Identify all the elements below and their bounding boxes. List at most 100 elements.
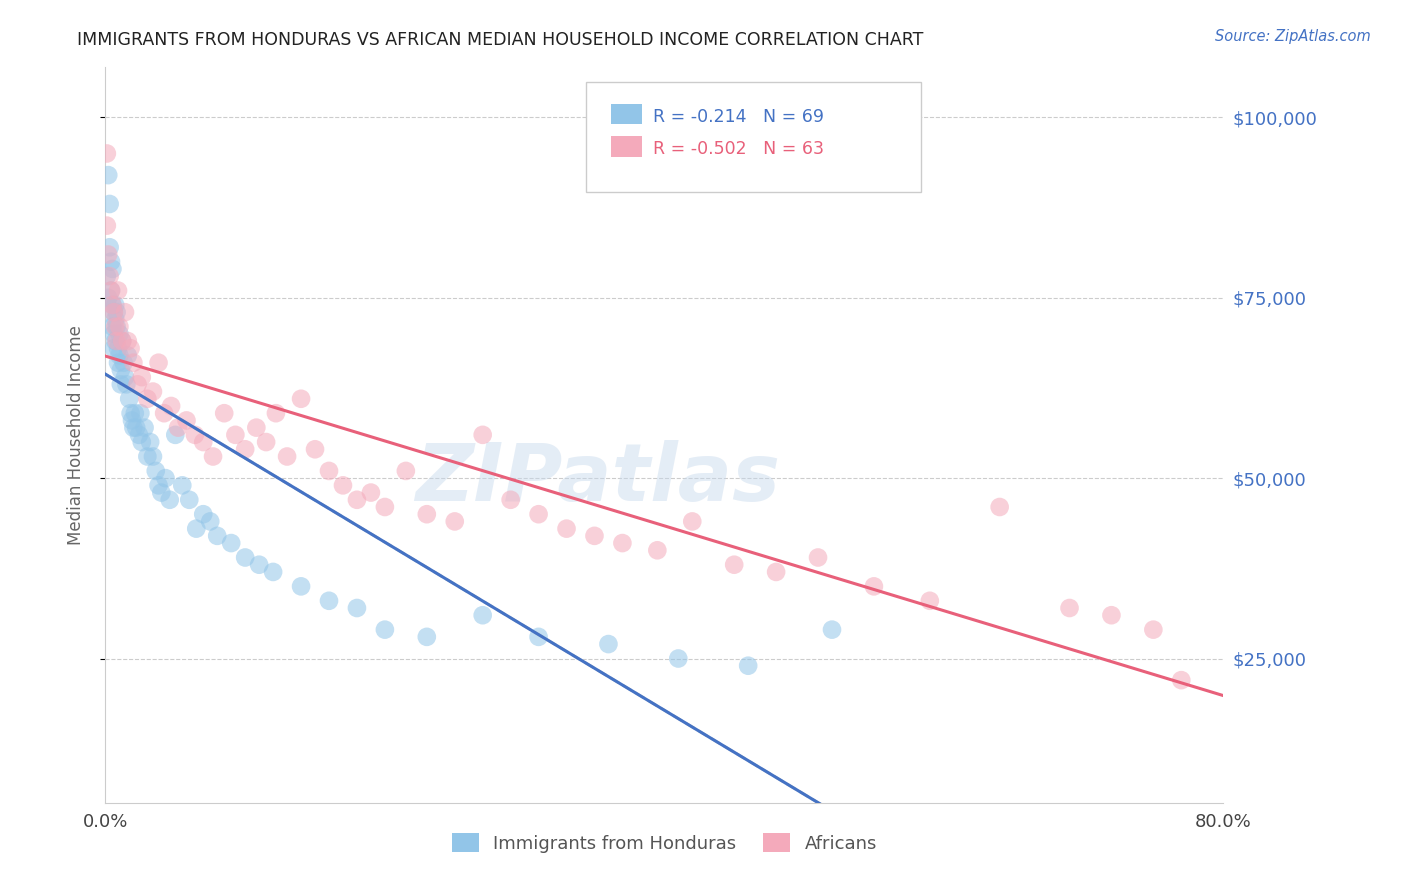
Point — [127, 377, 149, 392]
Point — [193, 507, 215, 521]
Point — [96, 219, 118, 233]
Point — [125, 420, 148, 434]
Point — [108, 326, 131, 341]
Point — [100, 254, 122, 268]
Point — [233, 442, 256, 457]
Point — [131, 370, 153, 384]
Point — [108, 319, 131, 334]
FancyBboxPatch shape — [610, 136, 643, 157]
Point — [360, 485, 382, 500]
Point — [224, 427, 246, 442]
Point — [129, 406, 152, 420]
Point — [110, 363, 132, 377]
Point — [160, 399, 183, 413]
Point — [122, 420, 145, 434]
Point — [105, 319, 128, 334]
Point — [290, 579, 312, 593]
Point — [918, 594, 941, 608]
Point — [212, 406, 235, 420]
Point — [104, 334, 127, 348]
Point — [128, 427, 150, 442]
Point — [1142, 623, 1164, 637]
Point — [120, 406, 142, 420]
Point — [122, 356, 145, 370]
Point — [1170, 673, 1192, 687]
Point — [471, 608, 494, 623]
Point — [202, 450, 225, 464]
Point — [112, 356, 135, 370]
Point — [100, 284, 122, 298]
Point — [100, 284, 122, 298]
Point — [142, 384, 165, 399]
Point — [184, 427, 207, 442]
Point — [200, 515, 222, 529]
Point — [172, 478, 194, 492]
Point — [150, 485, 173, 500]
Point — [103, 305, 125, 319]
Point — [499, 492, 522, 507]
Point — [471, 427, 494, 442]
FancyBboxPatch shape — [610, 103, 643, 124]
Text: ZIPatlas: ZIPatlas — [415, 440, 780, 518]
Point — [395, 464, 418, 478]
Point — [681, 515, 703, 529]
Point — [346, 492, 368, 507]
Point — [97, 291, 120, 305]
Point — [107, 356, 129, 370]
Point — [821, 623, 844, 637]
Point — [167, 420, 190, 434]
Point — [262, 565, 284, 579]
Point — [104, 298, 127, 312]
Point — [304, 442, 326, 457]
Point — [98, 240, 121, 254]
Point — [103, 326, 125, 341]
Point — [145, 464, 167, 478]
Point — [159, 492, 181, 507]
Point — [374, 623, 396, 637]
Point — [527, 630, 550, 644]
Point — [179, 492, 201, 507]
Point — [276, 450, 298, 464]
Point — [101, 261, 124, 276]
Point — [254, 435, 277, 450]
Point — [111, 334, 134, 348]
Text: IMMIGRANTS FROM HONDURAS VS AFRICAN MEDIAN HOUSEHOLD INCOME CORRELATION CHART: IMMIGRANTS FROM HONDURAS VS AFRICAN MEDI… — [77, 31, 924, 49]
Point — [863, 579, 886, 593]
Point — [142, 450, 165, 464]
Point — [245, 420, 267, 434]
Point — [765, 565, 787, 579]
Point — [120, 341, 142, 355]
Point — [165, 427, 187, 442]
Point — [527, 507, 550, 521]
Point — [124, 406, 146, 420]
Point — [97, 168, 120, 182]
Point — [598, 637, 620, 651]
Point — [136, 450, 159, 464]
Point — [96, 269, 118, 284]
Point — [247, 558, 270, 572]
Point — [443, 515, 465, 529]
Point — [332, 478, 354, 492]
Text: R = -0.502   N = 63: R = -0.502 N = 63 — [654, 140, 824, 159]
Point — [583, 529, 606, 543]
Point — [131, 435, 153, 450]
Point — [107, 341, 129, 355]
Point — [117, 334, 139, 348]
Point — [264, 406, 287, 420]
Point — [148, 478, 170, 492]
Point — [117, 349, 139, 363]
Point — [186, 522, 208, 536]
Point — [115, 377, 138, 392]
Legend: Immigrants from Honduras, Africans: Immigrants from Honduras, Africans — [444, 826, 884, 860]
Point — [114, 305, 136, 319]
Point — [155, 471, 177, 485]
Point — [104, 312, 127, 326]
Point — [290, 392, 312, 406]
Point — [723, 558, 745, 572]
Point — [97, 247, 120, 261]
Point — [139, 435, 162, 450]
Point — [108, 349, 131, 363]
Point — [176, 413, 198, 427]
Point — [134, 420, 156, 434]
Point — [612, 536, 634, 550]
